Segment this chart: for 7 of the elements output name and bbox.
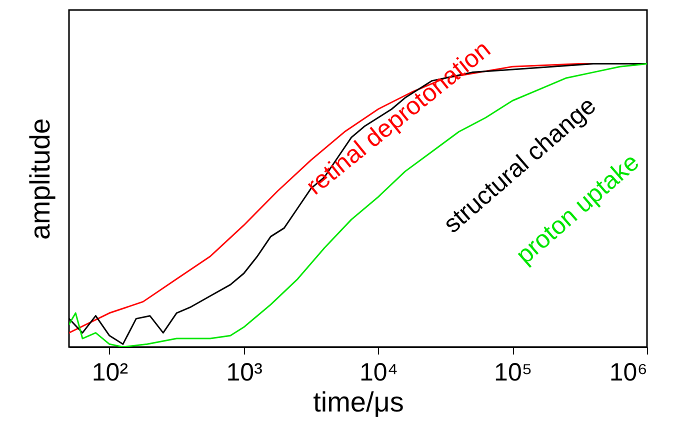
y-axis-title: amplitude: [24, 118, 56, 240]
x-tick-label: 10⁵: [494, 358, 532, 386]
x-axis-title: time/μs: [313, 386, 404, 418]
x-tick-label: 10⁶: [609, 358, 648, 386]
x-tick-label: 10⁴: [359, 358, 398, 386]
x-tick-label: 10³: [226, 358, 262, 386]
x-tick-label: 10²: [92, 358, 128, 386]
